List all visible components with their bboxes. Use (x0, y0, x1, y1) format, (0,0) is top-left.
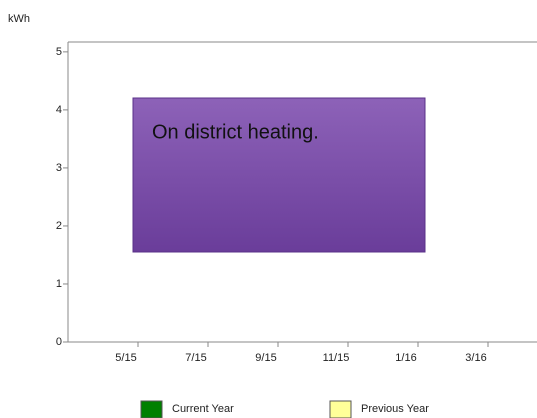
y-axis-label: kWh (8, 13, 30, 25)
y-tick-label: 1 (56, 278, 62, 290)
x-tick-label: 7/15 (185, 352, 206, 364)
annotation: On district heating. (152, 121, 319, 143)
y-tick-label: 3 (56, 162, 62, 174)
x-tick-label: 9/15 (255, 352, 276, 364)
x-tick-label: 11/15 (323, 352, 350, 364)
y-tick-label: 5 (56, 46, 62, 58)
annotation-box (132, 97, 426, 253)
legend-label: Previous Year (361, 403, 429, 415)
y-tick-label: 0 (56, 336, 62, 348)
y-tick-label: 2 (56, 220, 62, 232)
legend-label: Current Year (172, 403, 234, 415)
x-tick-label: 5/15 (115, 352, 136, 364)
y-tick-label: 4 (56, 104, 62, 116)
legend-swatch (329, 400, 352, 418)
legend-swatch (140, 400, 163, 418)
x-tick-label: 3/16 (465, 352, 486, 364)
x-tick-label: 1/16 (395, 352, 416, 364)
